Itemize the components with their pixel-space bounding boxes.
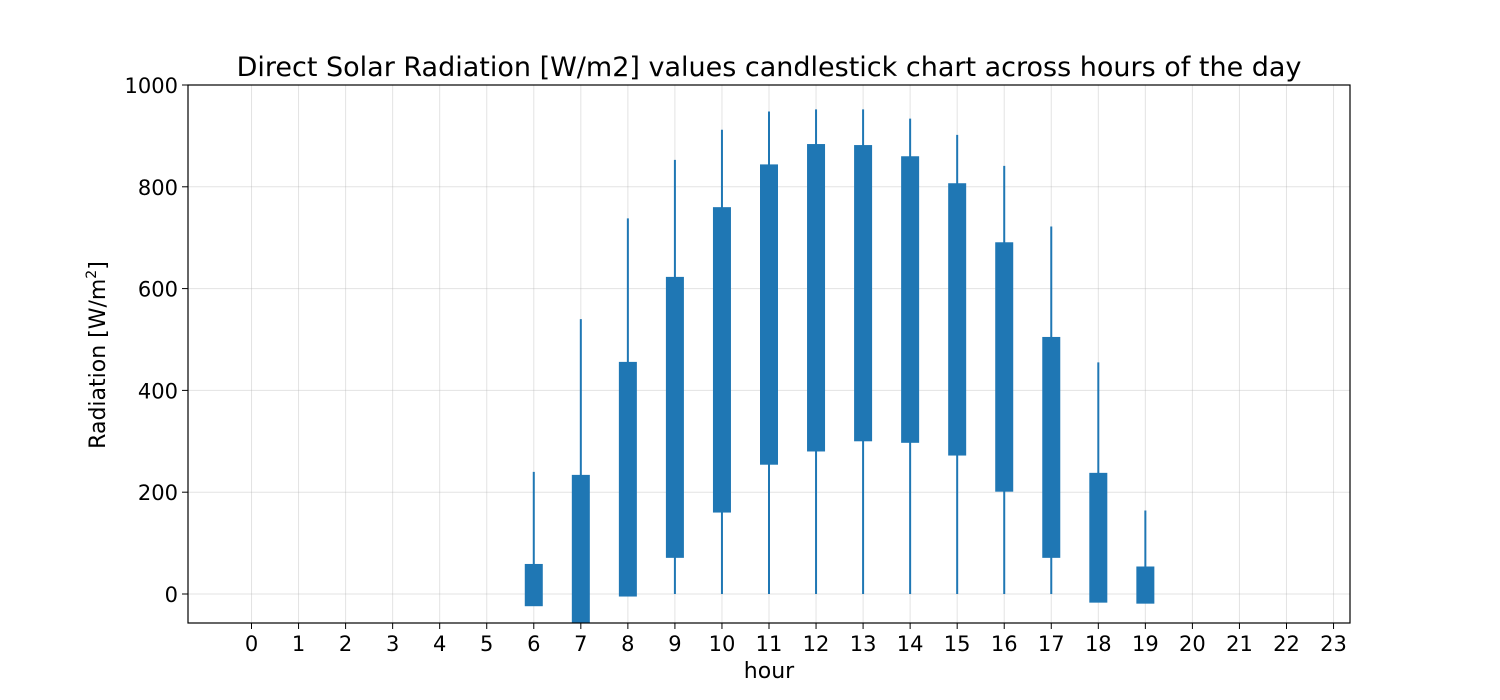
candle-body-16: [995, 242, 1014, 492]
x-tick-label: 11: [756, 632, 783, 656]
x-axis-ticks: 0 1 2 3 4 5 6 7 8 9 10 11 12 13 14 15 16 17 18 19 20 21 22 23: [245, 623, 1347, 656]
x-tick-label: 14: [897, 632, 924, 656]
y-tick-label: 1000: [125, 74, 178, 98]
x-tick-label: 1: [292, 632, 305, 656]
y-tick-label: 0: [165, 583, 178, 607]
candle-body-14: [901, 156, 920, 443]
candle-body-10: [712, 207, 731, 513]
x-tick-label: 4: [433, 632, 446, 656]
y-axis-label-main: Radiation [W/m: [86, 279, 111, 449]
candle-body-15: [948, 183, 967, 456]
y-tick-label: 800: [138, 176, 178, 200]
x-tick-label: 18: [1085, 632, 1112, 656]
x-tick-label: 0: [245, 632, 258, 656]
candle-body-8: [618, 361, 637, 597]
x-tick-label: 5: [480, 632, 493, 656]
x-axis-label: hour: [744, 659, 795, 684]
y-axis-ticks: 0 200 400 600 800 1000: [125, 74, 188, 607]
x-tick-label: 10: [709, 632, 736, 656]
x-tick-label: 17: [1038, 632, 1065, 656]
candle-body-18: [1089, 472, 1108, 603]
y-tick-label: 200: [138, 481, 178, 505]
candle-body-19: [1136, 566, 1155, 604]
x-tick-label: 16: [991, 632, 1018, 656]
x-tick-label: 9: [668, 632, 681, 656]
x-tick-label: 8: [621, 632, 634, 656]
x-tick-label: 19: [1132, 632, 1159, 656]
candles: [524, 109, 1155, 623]
y-axis-label-end: ]: [86, 261, 111, 270]
candle-body-6: [524, 563, 543, 607]
candle-body-13: [854, 145, 873, 442]
y-tick-label: 600: [138, 278, 178, 302]
x-tick-label: 22: [1273, 632, 1300, 656]
y-tick-label: 400: [138, 379, 178, 403]
x-tick-label: 12: [803, 632, 830, 656]
chart-title: Direct Solar Radiation [W/m2] values can…: [237, 52, 1302, 83]
x-tick-label: 15: [944, 632, 971, 656]
y-axis-label: Radiation [W/m2]: [84, 261, 111, 449]
x-tick-label: 6: [527, 632, 540, 656]
x-tick-label: 13: [850, 632, 877, 656]
x-tick-label: 2: [339, 632, 352, 656]
x-tick-label: 23: [1320, 632, 1347, 656]
candle-body-17: [1042, 336, 1061, 558]
candle-body-12: [807, 144, 826, 452]
x-tick-label: 20: [1179, 632, 1206, 656]
x-tick-label: 21: [1226, 632, 1253, 656]
x-tick-label: 3: [386, 632, 399, 656]
x-tick-label: 7: [574, 632, 587, 656]
candle-body-11: [760, 164, 778, 465]
y-axis-label-superscript: 2: [84, 270, 100, 279]
candle-body-9: [665, 276, 684, 558]
candle-body-7: [571, 474, 590, 623]
